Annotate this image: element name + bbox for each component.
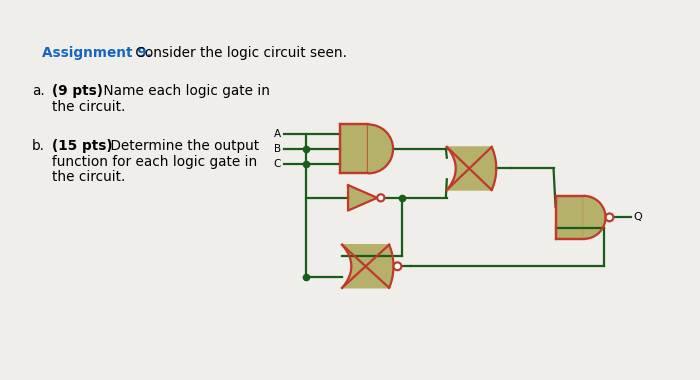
Text: A: A bbox=[274, 129, 281, 139]
Circle shape bbox=[606, 214, 613, 221]
Bar bbox=[556, 196, 584, 239]
Text: B: B bbox=[274, 144, 281, 154]
Text: b.: b. bbox=[32, 139, 45, 153]
Text: a.: a. bbox=[32, 84, 45, 98]
Text: Name each logic gate in: Name each logic gate in bbox=[99, 84, 270, 98]
Text: function for each logic gate in: function for each logic gate in bbox=[52, 155, 257, 169]
Polygon shape bbox=[342, 245, 393, 288]
Circle shape bbox=[393, 262, 401, 270]
Text: Determine the output: Determine the output bbox=[106, 139, 259, 153]
Text: Q: Q bbox=[634, 212, 642, 222]
Polygon shape bbox=[447, 147, 496, 190]
Text: C: C bbox=[274, 158, 281, 169]
Polygon shape bbox=[348, 185, 377, 211]
Text: (9 pts): (9 pts) bbox=[52, 84, 102, 98]
Text: Assignment 9.: Assignment 9. bbox=[42, 46, 152, 60]
Text: Consider the logic circuit seen.: Consider the logic circuit seen. bbox=[131, 46, 346, 60]
Text: the circuit.: the circuit. bbox=[52, 171, 125, 184]
Polygon shape bbox=[584, 196, 606, 239]
Bar bbox=[340, 125, 368, 173]
Text: (15 pts): (15 pts) bbox=[52, 139, 112, 153]
Circle shape bbox=[377, 194, 384, 201]
Polygon shape bbox=[368, 125, 393, 173]
Text: the circuit.: the circuit. bbox=[52, 100, 125, 114]
